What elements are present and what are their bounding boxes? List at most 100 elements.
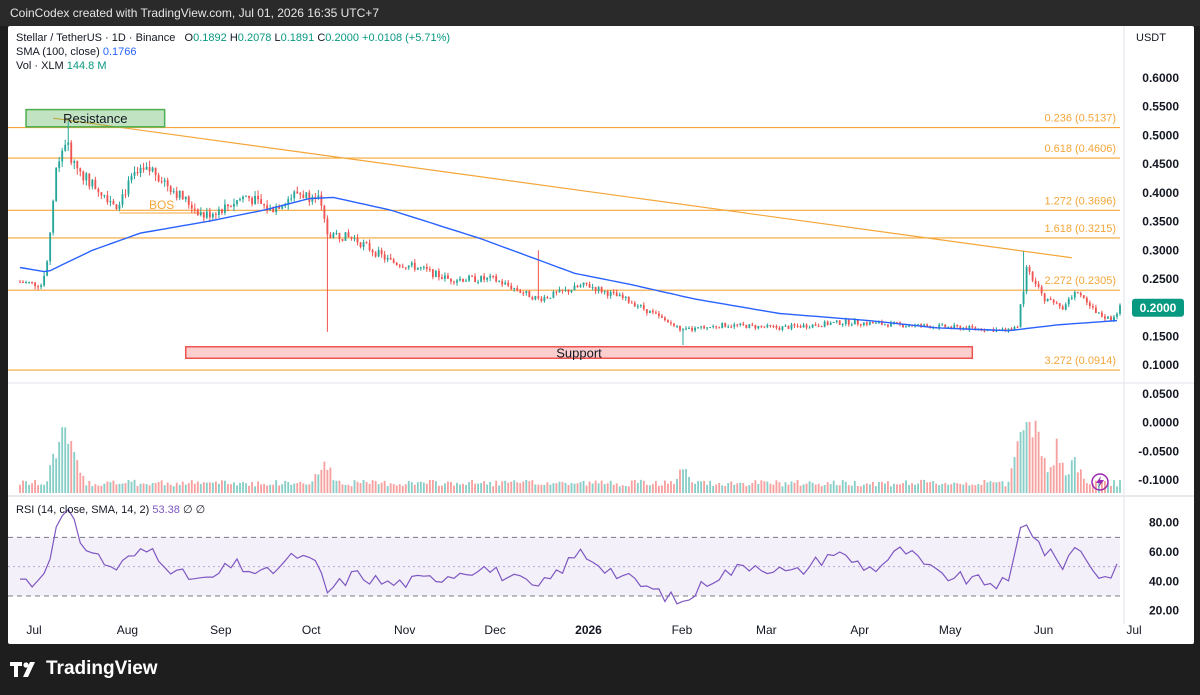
tradingview-logo-icon [10,662,35,677]
volume-bar [751,482,754,493]
price-tick-label: 0.4500 [1142,157,1179,171]
volume-bar [1104,481,1106,493]
candle-body [657,313,660,316]
volume-bar [471,479,473,493]
candle-body [148,167,151,172]
volume-bar [437,485,440,493]
volume-bar [679,469,681,493]
currency-label[interactable]: USDT [1136,32,1166,44]
candle-body [805,324,808,328]
candle-body [245,195,247,197]
volume-bar [254,486,256,493]
candle-body [236,200,238,204]
candle-body [953,325,956,328]
candle-body [447,275,449,279]
volume-legend[interactable]: Vol · XLM 144.8 M [16,60,107,72]
candle-body [410,262,413,266]
volume-bar [82,475,85,493]
chart-panel[interactable]: 0.6000 0.5500 0.5000 0.4500 0.4000 0.3500 0.30… [8,26,1194,644]
candle-body [58,161,61,168]
volume-bar [808,481,811,493]
candle-body [971,326,974,328]
candle-body [431,269,434,277]
candle-body [766,324,769,328]
volume-bar [507,482,510,493]
candle-body [853,320,856,325]
fib-level-label: 0.618 (0.4606) [1044,143,1116,155]
candle-body [564,289,567,291]
volume-bar [630,480,633,493]
volume-bar [374,480,377,493]
candle-body [679,325,681,331]
volume-bar [549,484,552,493]
candle-body [172,191,175,193]
candle-body [377,250,380,257]
volume-bar [187,483,190,493]
x-tick-label: Mar [756,623,777,637]
candle-body [624,296,627,299]
volume-bar [217,483,220,493]
candle-body [362,242,365,247]
volume-bar [97,485,100,493]
candle-body [341,239,344,241]
volume-bar [811,482,814,493]
alert-bolt-icon-glyph [1096,476,1104,488]
candle-body [214,213,217,215]
volume-bar [52,453,55,493]
volume-bar [1004,486,1007,493]
price-chart[interactable]: 0.6000 0.5500 0.5000 0.4500 0.4000 0.3500 0.30… [8,26,1194,644]
volume-bar [275,480,278,493]
price-tick-label: 0.5500 [1142,100,1179,114]
volume-bar [642,480,645,493]
sma-legend[interactable]: SMA (100, close) 0.1766 [16,46,136,58]
volume-bar [25,481,27,493]
volume-bar [543,484,546,493]
volume-bar [745,486,748,493]
last-price-label: 0.2000 [1140,301,1177,315]
volume-value: 144.8 M [66,60,107,72]
volume-bar [145,483,148,493]
candle-body [413,262,416,270]
candle-body [440,277,443,279]
volume-bar [880,481,883,493]
candle-body [703,326,706,329]
volume-bar [998,481,1001,493]
volume-bar [1055,438,1058,493]
candle-body [416,267,419,270]
volume-bar [594,480,597,493]
candle-body [799,325,802,328]
candle-body [290,198,293,200]
candle-body [838,320,841,325]
resistance-zone [25,108,166,128]
symbol-legend[interactable]: Stellar / TetherUS · 1D · Binance O0.189… [16,32,450,44]
x-tick-label: Aug [117,623,138,637]
volume-bar [404,484,407,493]
high-label: H [229,32,238,44]
candle-body [627,296,630,303]
volume-bar [383,480,386,493]
candle-body [142,167,145,170]
volume-bar [850,485,853,493]
candle-body [968,326,971,330]
candle-body [694,327,696,331]
volume-bar [715,484,718,493]
candle-body [1046,298,1049,302]
tradingview-logo[interactable]: TradingView [10,656,158,682]
volume-bar [31,483,33,493]
volume-bar [317,474,320,493]
candle-body [202,212,205,218]
candle-body [76,161,79,169]
candle-body [386,257,389,260]
candle-body [193,208,196,210]
candle-body [793,324,796,326]
low-label: L [274,32,281,44]
price-tick-label: 0.2500 [1142,272,1179,286]
volume-bar [736,483,739,493]
candle-body [787,325,790,329]
candle-body [190,204,193,209]
volume-bar [561,481,564,493]
candle-body [453,281,455,283]
rsi-legend[interactable]: RSI (14, close, SMA, 14, 2) 53.38 ∅ ∅ [16,503,205,516]
candle-body [639,305,642,307]
candle-body [115,204,118,209]
